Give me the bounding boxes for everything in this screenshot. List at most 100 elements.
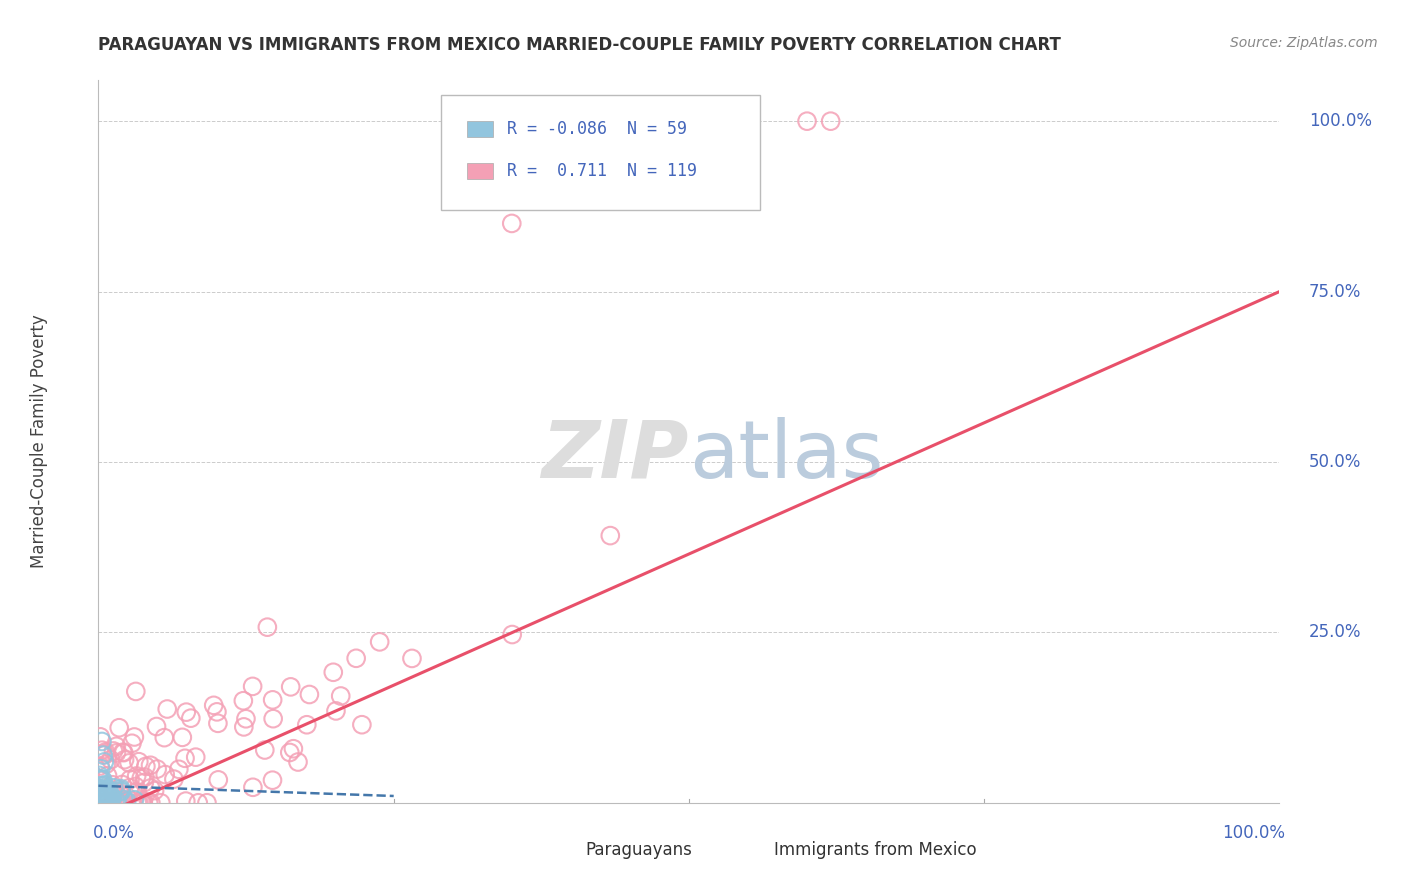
Point [128, 796, 150, 810]
Point [111, 777, 134, 791]
Point [101, 785, 124, 799]
Point [737, 182, 759, 196]
Point [96, 785, 118, 799]
Point [94, 780, 117, 795]
Point [91, 734, 114, 748]
Point [94, 794, 117, 808]
Point [101, 796, 124, 810]
Point [115, 794, 138, 808]
Point [89, 768, 111, 782]
Point [110, 785, 132, 799]
Point [368, 635, 391, 649]
Point [112, 746, 135, 760]
FancyBboxPatch shape [737, 842, 762, 858]
Point [124, 793, 146, 807]
Point [94, 789, 117, 804]
Point [87, 792, 110, 806]
Text: 25.0%: 25.0% [1309, 624, 1361, 641]
Point [110, 783, 132, 797]
Point [94, 789, 117, 803]
Point [90, 793, 112, 807]
Point [94, 782, 117, 797]
Point [139, 758, 162, 772]
Point [89, 784, 111, 798]
Text: 100.0%: 100.0% [1309, 112, 1372, 130]
Point [98, 790, 121, 805]
Point [107, 796, 129, 810]
Point [262, 773, 284, 788]
Point [232, 720, 254, 734]
Point [145, 719, 167, 733]
Point [121, 736, 143, 750]
Text: Immigrants from Mexico: Immigrants from Mexico [773, 841, 977, 859]
Point [89, 772, 111, 787]
Text: 0.0%: 0.0% [93, 824, 135, 842]
Point [134, 770, 156, 784]
Point [101, 790, 124, 805]
FancyBboxPatch shape [467, 121, 494, 137]
Point [262, 693, 284, 707]
Point [97, 792, 120, 806]
Point [344, 651, 367, 665]
Point [132, 793, 155, 807]
Point [820, 114, 842, 128]
Point [121, 794, 143, 808]
Point [107, 796, 129, 810]
Text: R =  0.711  N = 119: R = 0.711 N = 119 [508, 161, 697, 179]
Point [94, 794, 117, 808]
Point [93, 796, 115, 810]
Point [91, 743, 114, 757]
Point [101, 778, 124, 792]
Point [205, 705, 228, 719]
Point [120, 772, 142, 787]
Point [153, 731, 176, 745]
Point [89, 796, 111, 810]
Point [125, 769, 148, 783]
Point [105, 739, 128, 754]
Point [132, 796, 155, 810]
Point [93, 788, 115, 802]
Point [90, 796, 112, 810]
Point [90, 795, 112, 809]
Point [195, 796, 218, 810]
Point [287, 755, 309, 769]
Text: atlas: atlas [689, 417, 883, 495]
Point [103, 780, 125, 795]
Point [89, 796, 111, 810]
Point [325, 704, 347, 718]
Point [94, 747, 117, 762]
Point [143, 783, 166, 797]
Point [207, 716, 229, 731]
Point [501, 216, 523, 230]
Point [97, 769, 120, 783]
FancyBboxPatch shape [547, 842, 574, 858]
Point [127, 796, 149, 810]
Point [93, 791, 115, 805]
Point [90, 790, 112, 805]
Point [129, 796, 152, 810]
Point [94, 791, 117, 805]
Point [90, 791, 112, 805]
Point [124, 730, 146, 744]
Point [280, 680, 302, 694]
Point [235, 712, 257, 726]
Point [242, 679, 264, 693]
Point [97, 783, 120, 797]
Text: PARAGUAYAN VS IMMIGRANTS FROM MEXICO MARRIED-COUPLE FAMILY POVERTY CORRELATION C: PARAGUAYAN VS IMMIGRANTS FROM MEXICO MAR… [98, 36, 1062, 54]
Point [91, 772, 114, 787]
Point [91, 796, 114, 810]
Point [128, 755, 150, 769]
Point [187, 796, 209, 810]
Point [108, 721, 131, 735]
Point [184, 750, 207, 764]
Point [90, 762, 112, 776]
Point [207, 772, 229, 787]
Point [87, 789, 110, 803]
Point [87, 793, 110, 807]
Point [104, 793, 127, 807]
Point [93, 784, 115, 798]
Point [599, 528, 621, 542]
Point [94, 789, 117, 804]
Point [149, 796, 172, 810]
Point [350, 717, 373, 731]
